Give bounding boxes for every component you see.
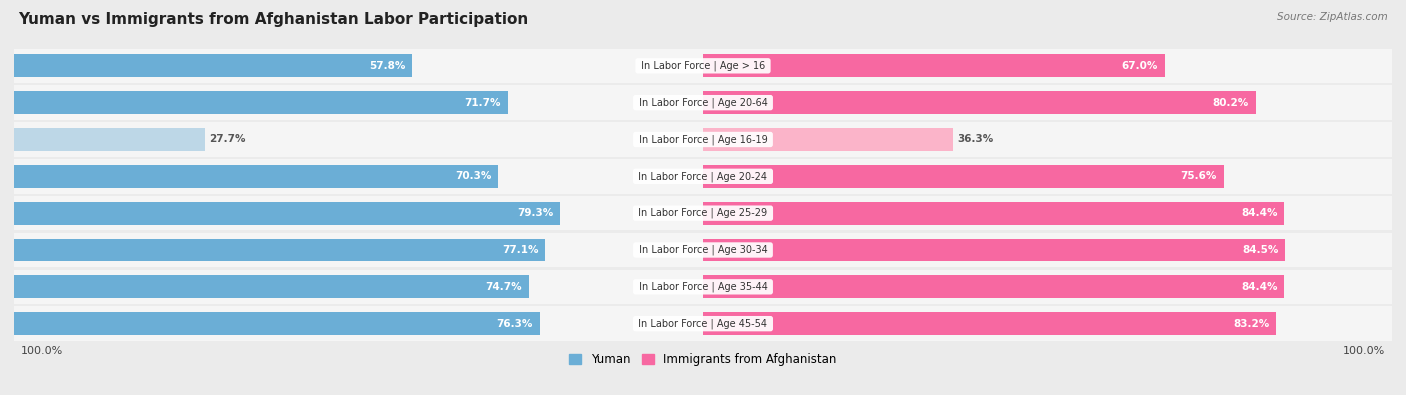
Bar: [703, 312, 1277, 335]
Bar: [703, 165, 1223, 188]
Bar: [14, 159, 1392, 194]
Bar: [14, 307, 1392, 341]
Text: 79.3%: 79.3%: [517, 208, 554, 218]
Bar: [14, 202, 561, 225]
Bar: [14, 91, 508, 114]
Bar: [14, 128, 205, 151]
Bar: [703, 128, 953, 151]
Text: 76.3%: 76.3%: [496, 319, 533, 329]
Text: 57.8%: 57.8%: [368, 61, 405, 71]
Text: In Labor Force | Age 20-24: In Labor Force | Age 20-24: [636, 171, 770, 182]
Bar: [703, 55, 1164, 77]
Bar: [14, 196, 1392, 230]
Text: Source: ZipAtlas.com: Source: ZipAtlas.com: [1277, 12, 1388, 22]
Text: 84.4%: 84.4%: [1241, 208, 1278, 218]
Bar: [703, 202, 1285, 225]
Text: 100.0%: 100.0%: [1343, 346, 1385, 357]
Text: In Labor Force | Age 30-34: In Labor Force | Age 30-34: [636, 245, 770, 255]
Bar: [703, 239, 1285, 261]
Text: In Labor Force | Age 45-54: In Labor Force | Age 45-54: [636, 318, 770, 329]
Text: 77.1%: 77.1%: [502, 245, 538, 255]
Text: 71.7%: 71.7%: [464, 98, 501, 108]
Bar: [14, 239, 546, 261]
Bar: [14, 49, 1392, 83]
Bar: [14, 233, 1392, 267]
Text: In Labor Force | Age > 16: In Labor Force | Age > 16: [638, 60, 768, 71]
Text: 67.0%: 67.0%: [1122, 61, 1157, 71]
Text: 74.7%: 74.7%: [485, 282, 522, 292]
Bar: [14, 312, 540, 335]
Text: 80.2%: 80.2%: [1212, 98, 1249, 108]
Bar: [14, 275, 529, 298]
Bar: [14, 165, 498, 188]
Text: 70.3%: 70.3%: [456, 171, 492, 181]
Text: 84.4%: 84.4%: [1241, 282, 1278, 292]
Text: In Labor Force | Age 35-44: In Labor Force | Age 35-44: [636, 282, 770, 292]
Text: 100.0%: 100.0%: [21, 346, 63, 357]
Legend: Yuman, Immigrants from Afghanistan: Yuman, Immigrants from Afghanistan: [569, 353, 837, 366]
Text: 27.7%: 27.7%: [209, 134, 246, 145]
Bar: [14, 85, 1392, 120]
Bar: [703, 275, 1285, 298]
Text: 36.3%: 36.3%: [957, 134, 994, 145]
Text: 75.6%: 75.6%: [1181, 171, 1218, 181]
Text: 84.5%: 84.5%: [1241, 245, 1278, 255]
Text: 83.2%: 83.2%: [1233, 319, 1270, 329]
Text: In Labor Force | Age 20-64: In Labor Force | Age 20-64: [636, 98, 770, 108]
Bar: [14, 122, 1392, 157]
Text: Yuman vs Immigrants from Afghanistan Labor Participation: Yuman vs Immigrants from Afghanistan Lab…: [18, 12, 529, 27]
Text: In Labor Force | Age 25-29: In Labor Force | Age 25-29: [636, 208, 770, 218]
Bar: [14, 269, 1392, 304]
Bar: [14, 55, 412, 77]
Bar: [703, 91, 1256, 114]
Text: In Labor Force | Age 16-19: In Labor Force | Age 16-19: [636, 134, 770, 145]
